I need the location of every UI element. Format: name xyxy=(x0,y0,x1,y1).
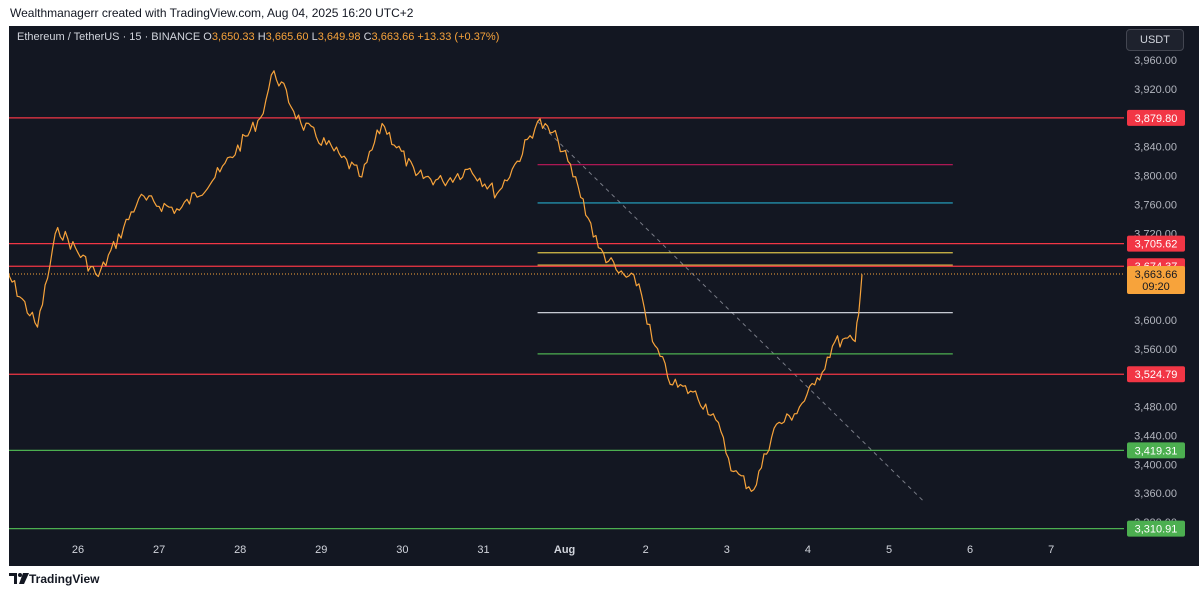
price-chart[interactable]: 26 27 28 29 30 31 Aug 2 3 4 5 6 7 3,960.00 3,920.00 3,8… xyxy=(9,26,1199,566)
symbol-legend: Ethereum / TetherUS · 15 · BINANCE O3,65… xyxy=(17,31,499,43)
x-tick-label: 2 xyxy=(643,544,649,556)
low-value: 3,649.98 xyxy=(317,31,361,43)
price-tag-label: 3,705.62 xyxy=(1135,239,1178,251)
high-key: H xyxy=(257,31,266,43)
x-tick-label: 7 xyxy=(1048,544,1054,556)
tradingview-brand: TradingView xyxy=(29,572,100,586)
x-tick-label: 26 xyxy=(72,544,84,556)
x-tick-label: 29 xyxy=(315,544,327,556)
footer-bar: TradingView xyxy=(0,566,1199,592)
tradingview-logo-icon xyxy=(9,573,29,584)
y-tick-label: 3,400.00 xyxy=(1134,459,1177,471)
trendline xyxy=(537,121,924,501)
x-tick-label: 31 xyxy=(477,544,489,556)
y-tick-label: 3,560.00 xyxy=(1134,344,1177,356)
y-tick-label: 3,440.00 xyxy=(1134,430,1177,442)
price-tag xyxy=(1127,366,1185,383)
x-tick-label: 3 xyxy=(724,544,730,556)
attribution-bar: Wealthmanagerr created with TradingView.… xyxy=(0,0,1199,26)
y-tick-label: 3,760.00 xyxy=(1134,199,1177,211)
y-tick-label: 3,600.00 xyxy=(1134,315,1177,327)
price-tag xyxy=(1127,442,1185,459)
x-tick-label: 4 xyxy=(805,544,811,556)
x-tick-label: 30 xyxy=(396,544,408,556)
x-tick-label: 27 xyxy=(153,544,165,556)
open-value: 3,650.33 xyxy=(211,31,255,43)
price-tag-label: 3,879.80 xyxy=(1135,113,1178,125)
y-tick-label: 3,960.00 xyxy=(1134,55,1177,67)
attribution-text: Wealthmanagerr created with TradingView.… xyxy=(10,6,414,20)
close-value: 3,663.66 xyxy=(371,31,415,43)
chart-panel[interactable]: 26 27 28 29 30 31 Aug 2 3 4 5 6 7 3,960.00 3,920.00 3,8… xyxy=(9,26,1199,566)
open-key: O xyxy=(203,31,212,43)
high-value: 3,665.60 xyxy=(265,31,309,43)
price-tag-label: 3,419.31 xyxy=(1135,445,1178,457)
price-series xyxy=(9,70,863,492)
symbol-name: Ethereum / TetherUS · 15 · BINANCE xyxy=(17,31,201,43)
y-tick-label: 3,360.00 xyxy=(1134,488,1177,500)
currency-button[interactable]: USDT xyxy=(1126,29,1184,51)
y-tick-label: 3,840.00 xyxy=(1134,142,1177,154)
price-tag xyxy=(1127,520,1185,537)
x-tick-label: 5 xyxy=(886,544,892,556)
y-tick-label: 3,920.00 xyxy=(1134,84,1177,96)
last-price-tag xyxy=(1127,265,1185,294)
x-tick-label: 6 xyxy=(967,544,973,556)
price-tag-label: 3,310.91 xyxy=(1135,524,1178,536)
y-tick-label: 3,800.00 xyxy=(1134,171,1177,183)
change-value: +13.33 (+0.37%) xyxy=(417,31,500,43)
low-key: L xyxy=(311,31,318,43)
close-key: C xyxy=(363,31,372,43)
last-price-label: 3,663.66 xyxy=(1135,269,1178,281)
price-tag-label: 3,524.79 xyxy=(1135,369,1178,381)
price-tag xyxy=(1127,109,1185,126)
countdown-label: 09:20 xyxy=(1142,281,1170,293)
x-tick-label: 28 xyxy=(234,544,246,556)
x-tick-label: Aug xyxy=(554,544,575,556)
y-tick-label: 3,480.00 xyxy=(1134,402,1177,414)
price-tag xyxy=(1127,235,1185,252)
